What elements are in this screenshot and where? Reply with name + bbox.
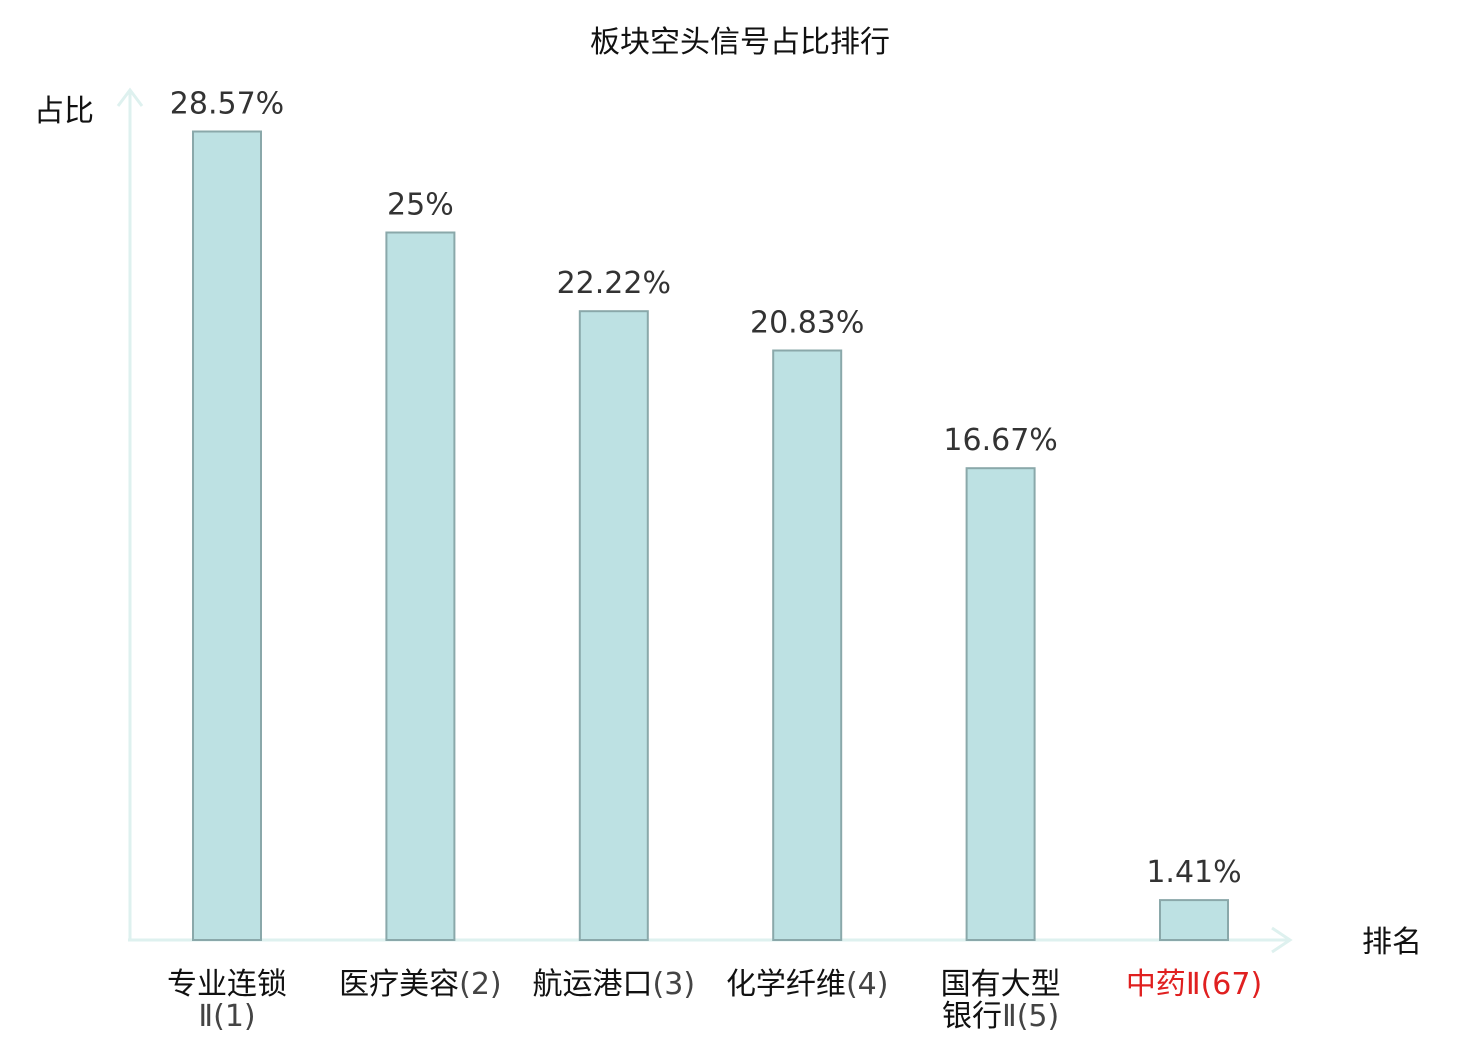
category-label-1-line-1: 专业连锁 [167,967,287,1002]
category-name: 医疗美容 [339,967,459,1002]
category-label-1-line-2: Ⅱ(1) [198,999,255,1034]
category-label-2-line-1: 医疗美容(2) [339,967,502,1002]
bar-1 [192,130,262,941]
axes [116,87,1293,954]
value-label-6: 1.41% [1146,855,1241,890]
category-name: 国有大型 [941,967,1061,1002]
category-name: 专业连锁 [167,967,287,1002]
bar-4 [772,349,843,941]
category-rank: Ⅱ(1) [198,999,255,1034]
y-axis-label: 占比 [34,94,94,129]
x-axis-label: 排名 [1362,925,1422,960]
category-rank: (2) [459,967,502,1002]
category-rank: Ⅱ(5) [1002,999,1059,1034]
bars [192,130,1229,941]
value-labels: 28.57% 25% 22.22% 20.83% 16.67% 1.41% [170,87,1242,891]
category-name: 银行 [942,999,1002,1034]
value-label-3: 22.22% [557,266,671,301]
category-rank: (3) [653,967,696,1002]
value-label-5: 16.67% [943,423,1057,458]
category-rank: Ⅱ(67) [1186,967,1262,1002]
bar-6 [1159,899,1229,941]
category-label-5-line-2: 银行Ⅱ(5) [942,999,1059,1034]
x-axis-arrow [1271,926,1293,954]
category-name: 中药 [1126,967,1186,1002]
category-label-3-line-1: 航运港口(3) [533,967,696,1002]
category-label-4-line-1: 化学纤维(4) [726,967,889,1002]
chart-title: 板块空头信号占比排行 [590,25,890,60]
y-axis-arrow [116,87,144,107]
bar-3 [578,310,649,941]
category-name: 航运港口 [533,967,653,1002]
value-label-1: 28.57% [170,87,284,122]
value-label-4: 20.83% [750,306,864,341]
category-label-6-line-1: 中药Ⅱ(67) [1126,967,1262,1002]
category-rank: (4) [846,967,889,1002]
category-label-5-line-1: 国有大型 [941,967,1061,1002]
bar-5 [965,467,1036,941]
category-name: 化学纤维 [726,967,846,1002]
bar-2 [385,231,456,941]
value-label-2: 25% [387,188,454,223]
